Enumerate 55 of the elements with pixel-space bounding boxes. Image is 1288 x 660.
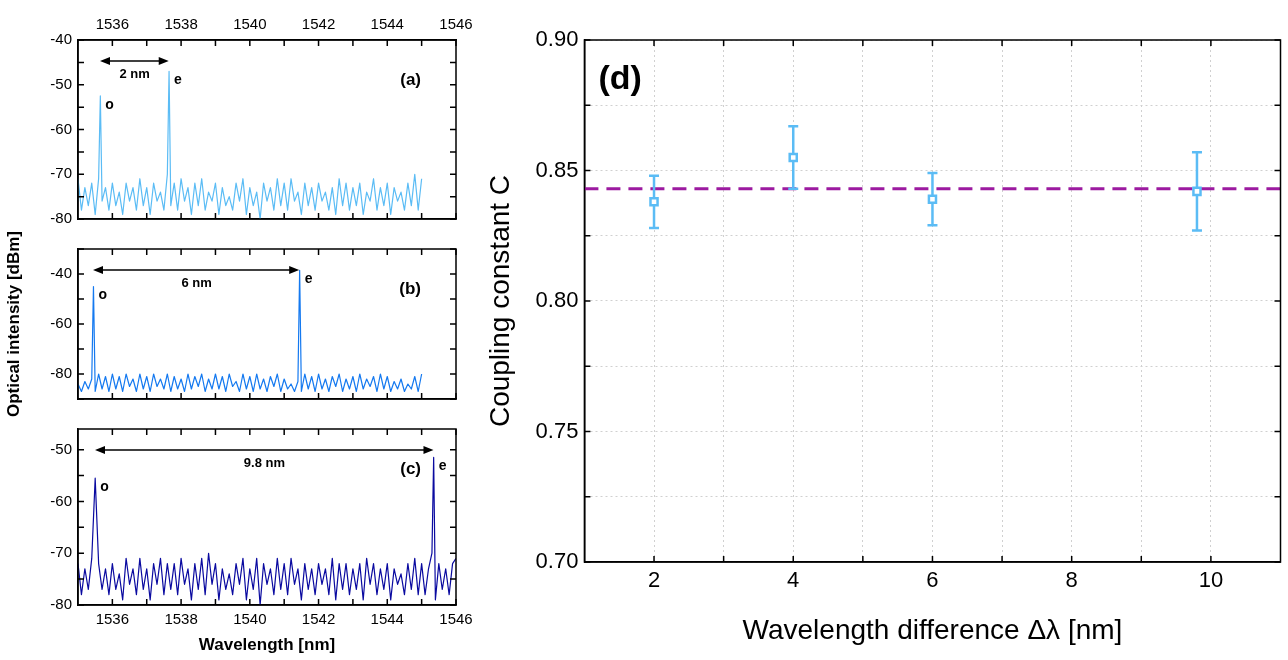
y-tick-label: -70	[50, 164, 72, 182]
annotation: 9.8 nm	[243, 455, 286, 471]
y-tick-label: 0.75	[535, 417, 579, 443]
x-tick-label: 6	[926, 567, 939, 593]
point	[649, 197, 659, 207]
y-tick-label: -40	[50, 30, 72, 48]
annotation: e	[438, 457, 447, 474]
x-tick-label: 2	[647, 567, 661, 593]
x-tick-label: 1540	[233, 610, 267, 628]
x2-tick-label: 1544	[370, 15, 404, 33]
y-tick-label: -80	[50, 209, 72, 227]
annotation: 6 nm	[181, 275, 212, 291]
annotation: o	[98, 286, 108, 303]
y-tick-label: 0.85	[535, 156, 579, 182]
y-tick-label: -50	[50, 439, 72, 457]
annotation: (c)	[400, 458, 421, 478]
x-tick-label: 1544	[370, 610, 404, 628]
y-tick-label: 0.80	[535, 287, 579, 313]
point	[788, 152, 799, 163]
annotation: o	[105, 95, 114, 112]
y-tick-label: -80	[50, 364, 72, 382]
point	[927, 194, 938, 204]
x-tick-label: 10	[1198, 567, 1224, 593]
x-tick-label: 4	[787, 567, 800, 593]
y-tick-label: -80	[50, 595, 72, 613]
x-axis-title: Wavelength [nm]	[198, 635, 336, 655]
x-tick-label: 8	[1065, 567, 1078, 593]
x-tick-label: 1538	[164, 610, 198, 628]
y-tick-label: -60	[50, 314, 72, 332]
x-tick-label: 1546	[439, 610, 473, 628]
x2-tick-label: 1546	[439, 15, 473, 33]
x-axis-title: Wavelength difference Δλ [nm]	[742, 613, 1123, 645]
y-tick-label: -50	[50, 74, 72, 92]
annotation: e	[304, 270, 313, 287]
annotation: e	[174, 71, 183, 88]
y-tick-label: 0.90	[535, 26, 579, 52]
annotation: 2 nm	[119, 66, 150, 82]
annotation: o	[100, 478, 109, 495]
annotation: (d)	[598, 58, 642, 97]
x2-tick-label: 1542	[301, 15, 336, 33]
annotation: (a)	[400, 69, 421, 89]
x2-tick-label: 1536	[95, 15, 130, 33]
y-axis-title: Coupling constant C	[483, 174, 515, 428]
y-tick-label: -60	[50, 491, 72, 509]
annotation: (b)	[399, 278, 421, 298]
point	[1192, 186, 1202, 197]
y-tick-label: -70	[50, 543, 72, 561]
y-axis-title: Optical intensity [dBm]	[4, 230, 24, 418]
y-tick-label: -40	[50, 264, 72, 282]
y-tick-label: 0.70	[535, 548, 579, 574]
x2-tick-label: 1540	[233, 15, 267, 33]
x-tick-label: 1542	[301, 610, 336, 628]
x2-tick-label: 1538	[164, 15, 198, 33]
y-tick-label: -60	[50, 119, 72, 137]
x-tick-label: 1536	[95, 610, 130, 628]
